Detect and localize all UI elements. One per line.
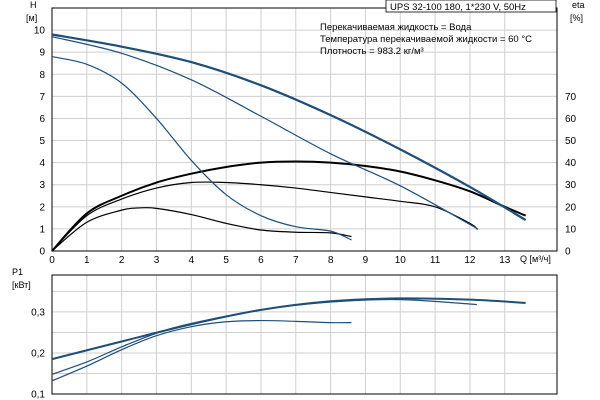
y-tick-label-p1: 0,2 — [31, 348, 45, 359]
x-tick-label: 10 — [395, 255, 407, 266]
y-tick-label-h: 2 — [39, 202, 45, 213]
y-tick-label-p1: 0,3 — [31, 307, 45, 318]
power-axis-ticks: 0,1 0,2 0,3 — [31, 307, 45, 400]
y-axis-unit-p1: [кВт] — [12, 280, 31, 290]
x-tick-label: 12 — [464, 255, 476, 266]
y-axis-unit-h: [м] — [26, 13, 37, 23]
chart-title: UPS 32-100 180, 1*230 V, 50Hz — [390, 2, 526, 13]
y-tick-label-h: 4 — [39, 158, 45, 169]
x-tick-label: 7 — [293, 255, 299, 266]
head-axis-ticks: 0 1 2 3 4 5 6 7 8 9 10 11 12 130123456789100102030405… — [34, 26, 577, 266]
y-tick-label-p1: 0,1 — [31, 390, 45, 400]
x-tick-label: 3 — [154, 255, 160, 266]
y-tick-label-h: 9 — [39, 48, 45, 59]
y-tick-label-h: 7 — [39, 92, 45, 103]
annotation-density: Плотность = 983.2 кг/м³ — [320, 46, 424, 57]
x-tick-label: 8 — [328, 255, 334, 266]
y-axis-label-p1: P1 — [12, 267, 23, 277]
head-curves — [51, 33, 527, 241]
y-tick-label-h: 5 — [39, 136, 45, 147]
head-curve — [51, 36, 479, 230]
efficiency-curve — [51, 207, 352, 252]
power-curve — [51, 319, 352, 382]
x-tick-label: 1 — [84, 255, 90, 266]
y-axis-unit-eta: [%] — [570, 13, 583, 23]
y-tick-label-h: 1 — [39, 224, 45, 235]
x-tick-label: 2 — [119, 255, 125, 266]
annotation-temperature: Температура перекачиваемой жидкости = 60… — [320, 34, 532, 45]
y-tick-label-h: 3 — [39, 180, 45, 191]
y-tick-label-h: 0 — [39, 247, 45, 258]
head-grid — [51, 8, 557, 252]
x-tick-label: 6 — [258, 255, 264, 266]
power-grid — [51, 275, 557, 394]
head-plot-frame — [51, 7, 558, 252]
y-tick-label-eta: 0 — [565, 247, 571, 258]
x-tick-label: 13 — [499, 255, 511, 266]
y-tick-label-h: 10 — [34, 26, 46, 37]
annotation-liquid: Перекачиваемая жидкость = Вода — [320, 22, 472, 33]
head-curve — [51, 33, 527, 222]
y-tick-label-eta: 40 — [565, 158, 577, 169]
head-curve — [51, 56, 352, 241]
x-tick-label: 0 — [49, 255, 55, 266]
y-tick-label-eta: 10 — [565, 224, 577, 235]
y-tick-label-h: 6 — [39, 114, 45, 125]
y-axis-label-h: H — [30, 0, 37, 10]
x-axis-label: Q [м³/ч] — [520, 254, 551, 264]
y-tick-label-h: 8 — [39, 70, 45, 81]
x-tick-label: 11 — [430, 255, 441, 266]
chart-title-box — [385, 0, 557, 13]
y-tick-label-eta: 50 — [565, 136, 577, 147]
efficiency-curve — [51, 160, 527, 252]
power-plot-frame — [51, 274, 558, 395]
efficiency-curves — [51, 160, 527, 252]
power-curves — [51, 297, 526, 382]
y-axis-label-eta: eta — [572, 0, 585, 10]
x-tick-label: 4 — [189, 255, 195, 266]
y-tick-label-eta: 20 — [565, 202, 577, 213]
y-tick-label-eta: 60 — [565, 114, 577, 125]
efficiency-curve — [51, 181, 478, 252]
power-curve — [51, 298, 477, 375]
y-tick-label-eta: 70 — [565, 92, 577, 103]
power-curve — [51, 297, 526, 361]
y-tick-label-eta: 30 — [565, 180, 577, 191]
x-tick-label: 9 — [363, 255, 369, 266]
x-tick-label: 5 — [223, 255, 229, 266]
